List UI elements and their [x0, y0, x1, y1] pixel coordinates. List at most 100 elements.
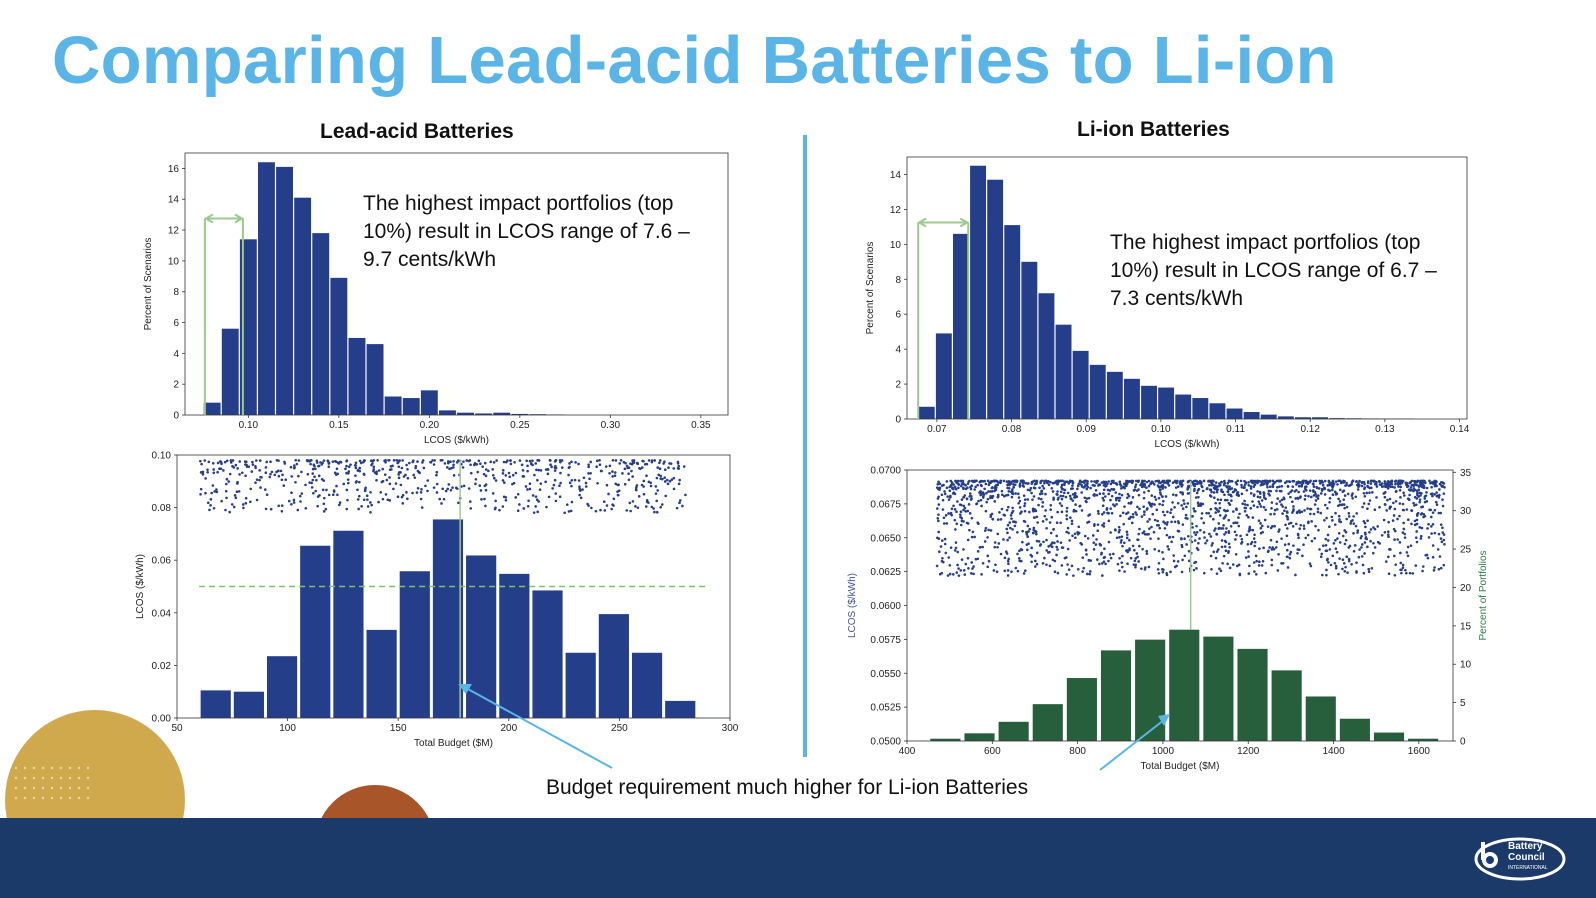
- li_hist-bar: [1243, 412, 1260, 419]
- li_budget-scatter-point: [1023, 498, 1027, 501]
- li_budget-scatter-point: [964, 562, 968, 566]
- lead_budget-scatter-point: [322, 502, 326, 506]
- decor-dot: [86, 786, 90, 790]
- li_budget-scatter-point: [1107, 540, 1111, 544]
- lead_budget-scatter-point: [254, 466, 257, 470]
- lead_budget-scatter-point: [354, 481, 358, 484]
- li_budget-scatter-point: [1273, 512, 1276, 516]
- lead_budget-scatter-point: [638, 467, 642, 471]
- li_budget-bar: [1305, 696, 1336, 741]
- lead_budget-scatter-point: [383, 473, 387, 476]
- li_hist-xtick-label: 0.10: [1151, 424, 1171, 435]
- lead_budget-scatter-point: [426, 479, 430, 482]
- li_budget-scatter-point: [1134, 483, 1138, 486]
- li_budget-scatter-point: [1243, 503, 1247, 506]
- lead_budget-scatter-point: [595, 459, 599, 463]
- decor-dot: [59, 786, 63, 790]
- li_budget-scatter-point: [1214, 527, 1217, 530]
- li_budget-scatter-point: [1030, 491, 1033, 495]
- li_budget-scatter-point: [1130, 501, 1133, 504]
- li_budget-scatter-point: [1405, 508, 1409, 511]
- li_budget-scatter-point: [1219, 498, 1223, 502]
- li_budget-scatter-point: [1017, 492, 1020, 496]
- li_budget-scatter-point: [1120, 561, 1124, 564]
- li_budget-scatter-point: [1235, 507, 1238, 511]
- li_budget-scatter-point: [1268, 546, 1271, 549]
- lead_budget-scatter-point: [411, 491, 414, 495]
- li_budget-scatter-point: [981, 561, 985, 565]
- li_budget-scatter-point: [1176, 479, 1179, 483]
- li_budget-scatter-point: [1158, 488, 1162, 491]
- li_hist-ylabel: Percent of Scenarios: [865, 242, 876, 335]
- li_budget-scatter-point: [1041, 501, 1045, 504]
- li_budget-scatter-point: [1313, 503, 1317, 506]
- decor-dot-grid: [14, 766, 90, 800]
- li_budget-scatter-point: [1088, 570, 1092, 573]
- li_budget-scatter-point: [1174, 479, 1177, 483]
- lead_budget-scatter-point: [447, 483, 451, 486]
- lead_budget-scatter-point: [206, 468, 209, 471]
- li_budget-scatter-point: [1060, 510, 1064, 514]
- lead_budget-scatter-point: [568, 481, 572, 485]
- lead_budget-scatter-point: [528, 487, 532, 491]
- lead_hist-ytick-label: 16: [168, 164, 180, 175]
- lead_budget-scatter-point: [445, 466, 449, 469]
- lead_budget-scatter-point: [345, 507, 349, 511]
- li_budget-scatter-point: [1118, 556, 1121, 560]
- li_budget-scatter-point: [1405, 481, 1409, 485]
- li_budget-scatter-point: [1247, 515, 1250, 519]
- lead_budget-scatter-point: [659, 505, 663, 509]
- lead_budget-scatter-point: [538, 488, 542, 491]
- li_budget-scatter-point: [1363, 494, 1367, 498]
- li_budget-scatter-point: [982, 479, 985, 483]
- lead_hist-bar: [384, 396, 402, 415]
- lead_budget-scatter-point: [452, 474, 456, 477]
- lead_budget-bar: [665, 700, 696, 718]
- li_budget-scatter-point: [1031, 498, 1034, 501]
- li_budget-scatter-point: [1187, 559, 1191, 563]
- li_budget-scatter-point: [1413, 519, 1417, 523]
- li_budget-scatter-point: [1143, 532, 1147, 536]
- li_budget-scatter-point: [1146, 507, 1149, 510]
- lead_budget-bar: [233, 691, 264, 718]
- li_budget-scatter-point: [956, 550, 959, 554]
- li_budget-scatter-point: [1398, 480, 1402, 484]
- li_budget-scatter-point: [1442, 492, 1446, 495]
- li_budget-scatter-point: [1367, 502, 1371, 506]
- lead_budget-scatter-point: [522, 507, 526, 510]
- li_budget-scatter-point: [1200, 485, 1204, 489]
- lead_budget-scatter-point: [637, 495, 641, 498]
- lead_budget-scatter-point: [345, 459, 349, 462]
- lead_budget-scatter-point: [647, 459, 651, 462]
- lead_budget-scatter-point: [295, 462, 299, 466]
- lead_budget-scatter-point: [323, 496, 326, 500]
- li_budget-scatter-point: [1073, 496, 1076, 499]
- li_budget-scatter-point: [1435, 503, 1439, 506]
- li_budget-scatter-point: [1193, 561, 1196, 565]
- li_budget-scatter-point: [1387, 520, 1390, 524]
- lead_budget-scatter-point: [421, 459, 425, 462]
- li_budget-scatter-point: [1438, 555, 1442, 558]
- lead_budget-scatter-point: [594, 509, 598, 513]
- li_budget-scatter-point: [1017, 501, 1020, 505]
- li_budget-scatter-point: [1334, 539, 1337, 542]
- lead_budget-scatter-point: [342, 482, 346, 486]
- lead_budget-scatter-point: [623, 482, 627, 486]
- li_budget-scatter-point: [984, 526, 988, 530]
- lead_budget-xtick-label: 200: [500, 723, 517, 734]
- lead_budget-scatter-point: [494, 479, 498, 482]
- li_budget-scatter-point: [1169, 511, 1172, 515]
- lead_budget-scatter-point: [386, 498, 390, 502]
- li_budget-scatter-point: [943, 542, 947, 546]
- li_budget-scatter-point: [1207, 483, 1211, 487]
- li_budget-scatter-point: [1288, 556, 1292, 560]
- li_budget-scatter-point: [1197, 495, 1200, 499]
- li_budget-scatter-point: [1402, 527, 1406, 531]
- li_budget-scatter-point: [1199, 528, 1202, 532]
- li_budget-scatter-point: [1275, 489, 1278, 493]
- lead_budget-scatter-point: [316, 495, 320, 498]
- li_budget-scatter-point: [1114, 491, 1117, 494]
- li_budget-scatter-point: [937, 513, 940, 516]
- li_budget-scatter-point: [1409, 486, 1413, 489]
- li_budget-scatter-point: [1109, 531, 1112, 534]
